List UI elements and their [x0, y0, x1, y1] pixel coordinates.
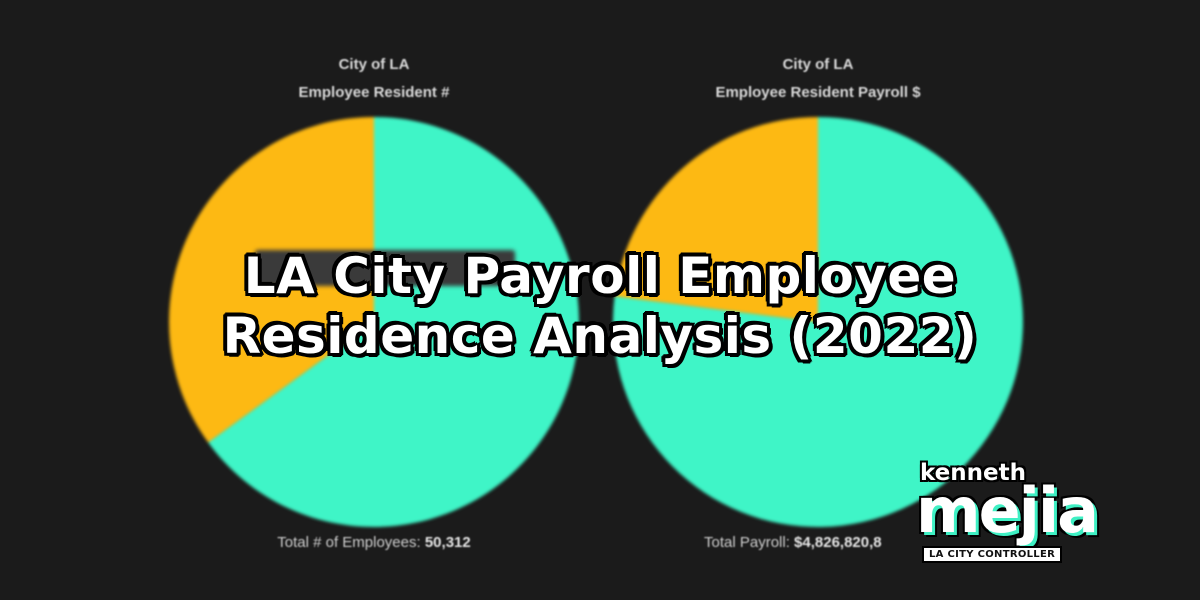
footer-value: 50,312 [424, 534, 471, 551]
chart-subtitle: Employee Resident # [298, 84, 450, 101]
chart-subtitle: Employee Resident Payroll $ [715, 84, 921, 101]
chart-footer: Total Payroll: $4,826,820,8 [608, 534, 1028, 551]
chart-title: City of LA [782, 56, 854, 73]
headline-line-2: Residence Analysis (2022) [222, 307, 978, 365]
logo-main-text: mejia [916, 474, 1099, 547]
chart-panel-resident-payroll: City of LA Employee Resident Payroll $ T… [608, 0, 1028, 600]
chart-title: City of LA [338, 56, 410, 73]
pie-chart-resident-payroll [613, 117, 1023, 527]
obscured-label-box [255, 250, 515, 286]
footer-value: $4,826,820,8 [794, 534, 882, 551]
kenneth-mejia-logo: kenneth mejia LA CITY CONTROLLER [916, 460, 1152, 572]
headline: LA City Payroll Employee Residence Analy… [0, 246, 1200, 366]
pie-slice-0 [208, 117, 579, 527]
footer-label: Total Payroll: [704, 534, 790, 551]
chart-footer: Total # of Employees: 50,312 [164, 534, 584, 551]
pie-slice-1 [614, 117, 818, 322]
logo-sub-text: LA CITY CONTROLLER [922, 546, 1063, 563]
logo-top-text: kenneth [920, 460, 1026, 486]
footer-label: Total # of Employees: [277, 534, 421, 551]
headline-line-1: LA City Payroll Employee [243, 247, 957, 305]
